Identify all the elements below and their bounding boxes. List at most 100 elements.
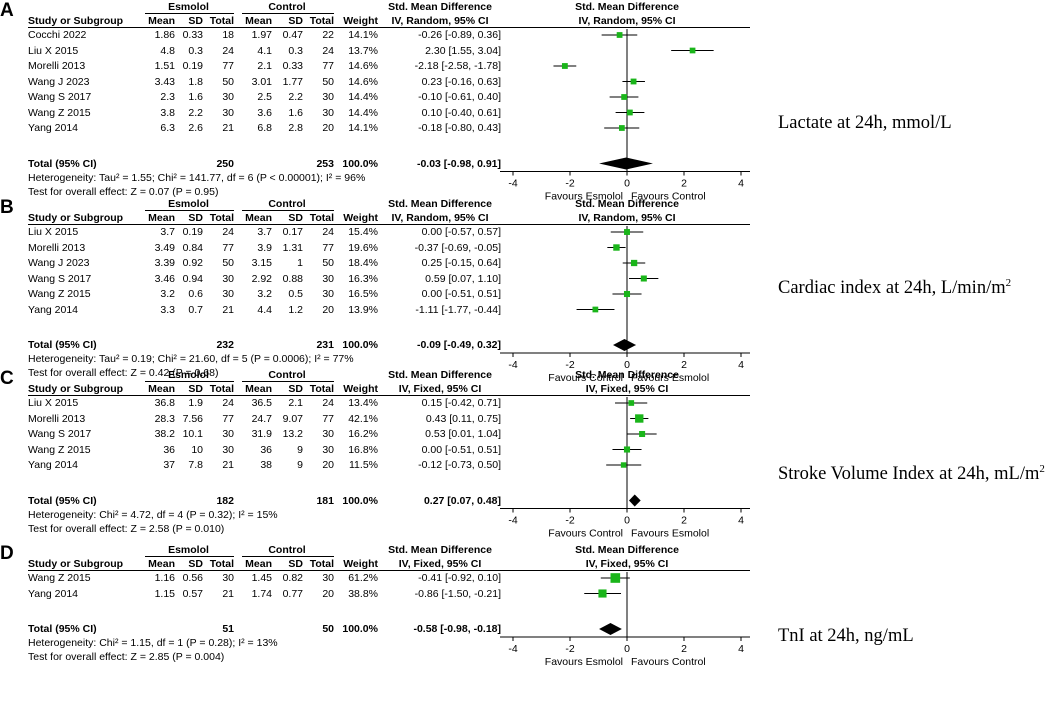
esmolol-total: 30 xyxy=(222,288,234,300)
control-total: 50 xyxy=(322,75,334,88)
study-name: Wang J 2023 xyxy=(28,257,90,269)
total-smd-ci: -0.58 [-0.98, -0.18] xyxy=(413,623,501,635)
study-smd-ci: 0.10 [-0.40, 0.61] xyxy=(421,106,501,119)
col-header-smd-method: IV, Fixed, 95% CI xyxy=(398,558,482,570)
control-mean: 31.9 xyxy=(251,428,272,440)
col-header-mean-esmolol: Mean xyxy=(148,558,175,570)
estimate-marker xyxy=(616,32,623,38)
favours-left-label: Favours Control xyxy=(548,528,623,540)
control-sd: 9.07 xyxy=(282,412,303,425)
study-smd-ci: -2.18 [-2.58, -1.78] xyxy=(414,60,501,72)
smd-column-title: Std. Mean Difference xyxy=(388,1,492,13)
col-header-mean-esmolol: Mean xyxy=(148,383,175,395)
control-total: 20 xyxy=(322,303,334,316)
esmolol-mean: 36 xyxy=(163,443,175,456)
total-n-control: 50 xyxy=(322,623,334,635)
control-mean: 36.5 xyxy=(251,397,272,409)
total-smd-ci: -0.09 [-0.49, 0.32] xyxy=(416,339,501,351)
control-total: 30 xyxy=(322,428,334,440)
study-smd-ci: -0.26 [-0.89, 0.36] xyxy=(418,29,501,41)
control-total: 30 xyxy=(322,572,334,584)
control-total: 30 xyxy=(322,272,334,285)
col-header-sd-esmolol: SD xyxy=(188,383,203,395)
esmolol-mean: 1.16 xyxy=(154,572,175,584)
study-weight: 16.3% xyxy=(348,272,378,285)
col-header-sd-esmolol: SD xyxy=(188,558,203,570)
pooled-diamond xyxy=(628,494,641,507)
group-header-control: Control xyxy=(268,544,306,556)
col-header-sd-control: SD xyxy=(288,212,303,224)
study-smd-ci: 0.53 [0.01, 1.04] xyxy=(425,428,501,440)
study-name: Wang Z 2015 xyxy=(28,572,91,584)
study-name: Liu X 2015 xyxy=(28,44,79,57)
col-header-mean-esmolol: Mean xyxy=(148,212,175,224)
forest-plot: -4 -2 0 2 4 Favours Esmolol Favours Control xyxy=(500,572,750,668)
study-name: Wang S 2017 xyxy=(28,91,92,103)
total-weight: 100.0% xyxy=(342,623,378,635)
study-smd-ci: 0.43 [0.11, 0.75] xyxy=(425,412,501,425)
x-tick-label: 4 xyxy=(738,643,744,655)
estimate-marker xyxy=(630,78,637,85)
x-tick-label: 0 xyxy=(624,515,630,527)
study-name: Morelli 2013 xyxy=(28,241,86,254)
outcome-label-text: TnI at 24h, ng/mL xyxy=(778,626,914,647)
group-underline-control xyxy=(242,556,334,557)
col-header-study: Study or Subgroup xyxy=(28,212,124,224)
x-tick-label: 0 xyxy=(624,643,630,655)
esmolol-sd: 0.6 xyxy=(188,288,203,300)
study-smd-ci: 0.00 [-0.57, 0.57] xyxy=(421,226,501,238)
control-total: 50 xyxy=(322,257,334,269)
esmolol-total: 24 xyxy=(222,44,234,57)
col-header-weight: Weight xyxy=(343,383,378,395)
study-name: Yang 2014 xyxy=(28,122,79,134)
esmolol-mean: 6.3 xyxy=(160,122,175,134)
study-name: Cocchi 2022 xyxy=(28,29,87,41)
study-weight: 13.7% xyxy=(348,44,378,57)
control-total: 77 xyxy=(322,60,334,72)
study-weight: 19.6% xyxy=(348,241,378,254)
esmolol-sd: 0.3 xyxy=(188,44,203,57)
esmolol-sd: 1.6 xyxy=(188,91,203,103)
header-rule xyxy=(28,395,750,396)
col-header-smd-method: IV, Random, 95% CI xyxy=(391,15,489,27)
esmolol-sd: 0.33 xyxy=(182,29,203,41)
control-sd: 2.8 xyxy=(288,122,303,134)
esmolol-mean: 3.8 xyxy=(160,106,175,119)
esmolol-total: 30 xyxy=(222,428,234,440)
esmolol-total: 24 xyxy=(222,226,234,238)
total-weight: 100.0% xyxy=(342,157,378,170)
group-underline-control xyxy=(242,13,334,14)
x-tick-label: 2 xyxy=(681,359,687,371)
control-sd: 9 xyxy=(297,459,303,471)
esmolol-total: 30 xyxy=(222,91,234,103)
smd-plot-title: Std. Mean Difference xyxy=(575,369,679,381)
esmolol-mean: 37 xyxy=(163,459,175,471)
x-tick-label: -2 xyxy=(565,359,574,371)
esmolol-mean: 3.49 xyxy=(154,241,175,254)
total-n-esmolol: 51 xyxy=(222,623,234,635)
group-underline-control xyxy=(242,210,334,211)
col-header-total-control: Total xyxy=(309,558,334,570)
esmolol-total: 50 xyxy=(222,257,234,269)
col-header-study: Study or Subgroup xyxy=(28,15,124,27)
outcome-label: Stroke Volume Index at 24h, mL/m2 xyxy=(778,463,1045,485)
col-header-sd-esmolol: SD xyxy=(188,212,203,224)
plot-header-smd-method: IV, Fixed, 95% CI xyxy=(585,383,669,395)
study-weight: 61.2% xyxy=(348,572,378,584)
control-sd: 0.17 xyxy=(282,226,303,238)
control-total: 24 xyxy=(322,44,334,57)
control-mean: 3.01 xyxy=(251,75,272,88)
total-weight: 100.0% xyxy=(342,494,378,507)
group-underline-esmolol xyxy=(145,13,234,14)
control-sd: 9 xyxy=(297,443,303,456)
group-header-esmolol: Esmolol xyxy=(168,1,209,13)
control-sd: 0.3 xyxy=(288,44,303,57)
esmolol-sd: 0.84 xyxy=(182,241,203,254)
study-smd-ci: -1.11 [-1.77, -0.44] xyxy=(415,303,501,316)
col-header-sd-control: SD xyxy=(288,15,303,27)
study-name: Wang Z 2015 xyxy=(28,443,91,456)
panel-c: C Esmolol Control Std. Mean Difference Std. … xyxy=(0,368,1045,543)
estimate-marker xyxy=(592,306,599,313)
esmolol-mean: 38.2 xyxy=(154,428,175,440)
group-header-esmolol: Esmolol xyxy=(168,198,209,210)
